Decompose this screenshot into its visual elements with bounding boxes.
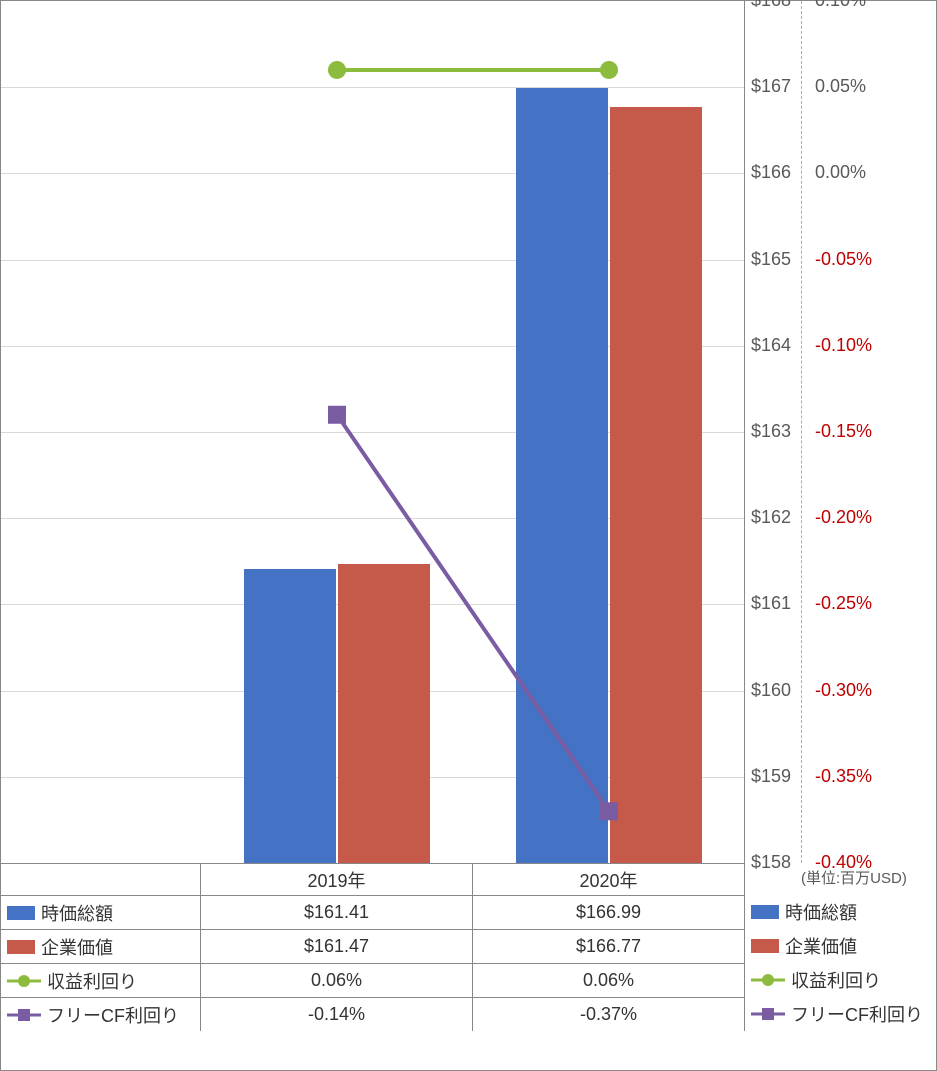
y2-tick-label: -0.35% <box>815 766 872 787</box>
line-overlay <box>1 1 745 863</box>
legend-item-yield: 収益利回り <box>749 963 935 997</box>
y1-tick-label: $167 <box>751 76 791 97</box>
y2-tick-label: -0.20% <box>815 507 872 528</box>
swatch-line-icon <box>751 1004 785 1024</box>
table-value: $166.99 <box>473 896 745 929</box>
y1-tick-label: $161 <box>751 593 791 614</box>
y-axis-primary: $158$159$160$161$162$163$164$165$166$167… <box>745 1 801 863</box>
legend-cell-fcf_yield: フリーCF利回り <box>1 998 201 1031</box>
table-row: 収益利回り 0.06%0.06% <box>1 963 745 997</box>
series-label: 時価総額 <box>41 900 113 926</box>
swatch-bar-icon <box>7 906 35 920</box>
table-row: フリーCF利回り -0.14%-0.37% <box>1 997 745 1031</box>
swatch-bar-icon <box>751 939 779 953</box>
legend-item-fcf_yield: フリーCF利回り <box>749 997 935 1031</box>
y2-tick-label: 0.05% <box>815 76 866 97</box>
marker-yield <box>600 61 618 79</box>
y1-tick-label: $164 <box>751 335 791 356</box>
y2-tick-label: -0.05% <box>815 249 872 270</box>
legend-cell-enterprise: 企業価値 <box>1 930 201 963</box>
data-table: 時価総額$161.41$166.99企業価値$161.47$166.77収益利回… <box>1 895 745 1031</box>
y-axis-secondary: -0.40%-0.35%-0.30%-0.25%-0.20%-0.15%-0.1… <box>801 1 937 863</box>
swatch-bar-icon <box>7 940 35 954</box>
y1-tick-label: $160 <box>751 680 791 701</box>
y1-tick-label: $168 <box>751 0 791 11</box>
marker-fcf_yield <box>600 802 618 820</box>
legend-label: 収益利回り <box>791 967 881 993</box>
legend-item-enterprise: 企業価値 <box>749 929 935 963</box>
swatch-line-icon <box>7 971 41 991</box>
marker-fcf_yield <box>328 406 346 424</box>
series-label: 企業価値 <box>41 934 113 960</box>
table-row: 企業価値 $161.47$166.77 <box>1 929 745 963</box>
category-label: 2019年 <box>201 864 473 895</box>
table-value: -0.14% <box>201 998 473 1031</box>
y1-tick-label: $159 <box>751 766 791 787</box>
legend-cell-market_cap: 時価総額 <box>1 896 201 929</box>
category-axis: 2019年 2020年 <box>1 863 745 895</box>
table-value: 0.06% <box>473 964 745 997</box>
y1-tick-label: $162 <box>751 507 791 528</box>
legend-label: 時価総額 <box>785 899 857 925</box>
table-value: $161.41 <box>201 896 473 929</box>
table-row: 時価総額 $161.41$166.99 <box>1 895 745 929</box>
y2-tick-label: 0.00% <box>815 162 866 183</box>
legend-item-market_cap: 時価総額 <box>749 895 935 929</box>
table-value: $161.47 <box>201 930 473 963</box>
line-fcf_yield <box>337 415 609 812</box>
y1-tick-label: $158 <box>751 852 791 873</box>
y1-tick-label: $166 <box>751 162 791 183</box>
table-value: $166.77 <box>473 930 745 963</box>
legend: 時価総額企業価値収益利回りフリーCF利回り <box>749 895 935 1031</box>
series-label: フリーCF利回り <box>47 1002 179 1028</box>
y1-tick-label: $163 <box>751 421 791 442</box>
y2-tick-label: -0.10% <box>815 335 872 356</box>
swatch-line-icon <box>751 970 785 990</box>
y2-tick-label: -0.30% <box>815 680 872 701</box>
swatch-bar-icon <box>751 905 779 919</box>
category-spacer <box>1 864 201 895</box>
legend-cell-yield: 収益利回り <box>1 964 201 997</box>
chart-container: $158 $159 $160 $161 $162 $163 $164 $165 $166 $167… <box>0 0 937 1071</box>
y2-tick-label: 0.10% <box>815 0 866 11</box>
y2-tick-label: -0.15% <box>815 421 872 442</box>
y2-tick-label: -0.25% <box>815 593 872 614</box>
legend-label: フリーCF利回り <box>791 1001 923 1027</box>
category-label: 2020年 <box>473 864 745 895</box>
marker-yield <box>328 61 346 79</box>
series-label: 収益利回り <box>47 968 137 994</box>
y1-tick-label: $165 <box>751 249 791 270</box>
table-value: 0.06% <box>201 964 473 997</box>
swatch-line-icon <box>7 1005 41 1025</box>
unit-label: (単位:百万USD) <box>801 867 907 888</box>
table-value: -0.37% <box>473 998 745 1031</box>
legend-label: 企業価値 <box>785 933 857 959</box>
